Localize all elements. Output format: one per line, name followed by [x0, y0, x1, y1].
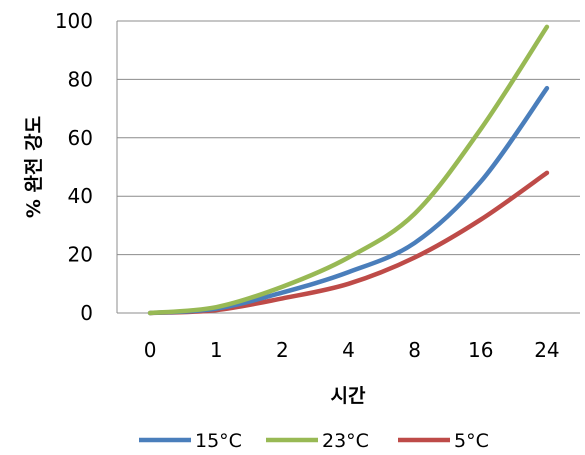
series-line-23°C: [147, 24, 550, 316]
legend-label: 15°C: [195, 430, 242, 451]
axes: [116, 21, 580, 314]
x-tick-label: 4: [342, 338, 355, 362]
x-tick-label: 2: [276, 338, 289, 362]
legend-item: 5°C: [398, 430, 489, 452]
x-axis-title: 시간: [331, 385, 366, 407]
x-tick-label: 8: [408, 338, 421, 362]
x-tick-label: 24: [534, 338, 559, 362]
y-tick-label: 60: [68, 126, 93, 150]
series-lines: [147, 24, 550, 316]
legend: 15°C 23°C 5°C: [139, 430, 489, 452]
gridlines: [117, 20, 580, 256]
x-tick-label: 1: [210, 338, 223, 362]
y-tick-label: 100: [55, 9, 93, 33]
y-axis-title: % 완전 강도: [23, 116, 45, 218]
y-tick-label: 80: [68, 67, 93, 91]
legend-label: 23°C: [322, 430, 369, 451]
x-tick-label: 0: [144, 338, 157, 362]
series-line-5°C: [147, 170, 550, 316]
y-tick-label: 0: [80, 301, 93, 325]
legend-item: 15°C: [139, 430, 242, 452]
y-tick-label: 40: [68, 184, 93, 208]
legend-item: 23°C: [266, 430, 369, 452]
y-tick-label: 20: [68, 243, 93, 267]
legend-label: 5°C: [454, 430, 489, 451]
x-tick-label: 16: [468, 338, 493, 362]
